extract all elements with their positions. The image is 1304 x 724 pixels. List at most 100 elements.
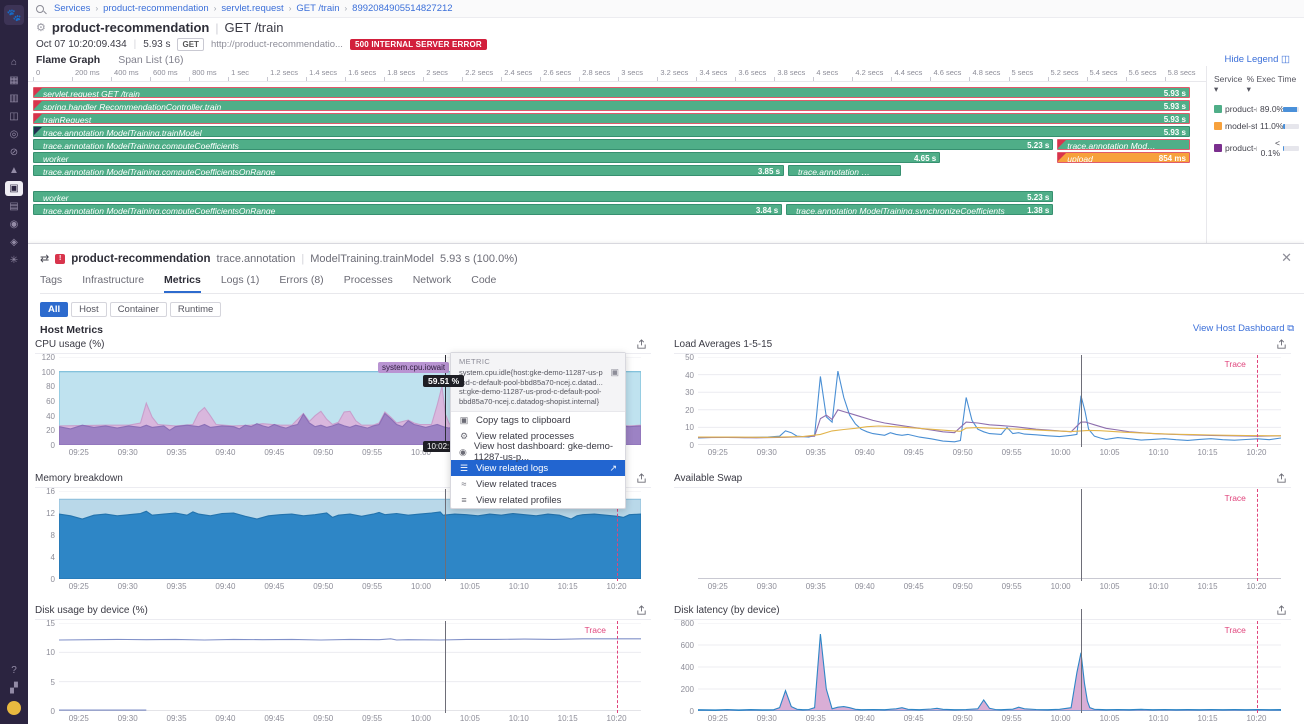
x-axis-tick: 09:45: [264, 714, 285, 723]
series-load15: [698, 425, 1281, 438]
chart-plot[interactable]: [59, 491, 641, 579]
export-icon[interactable]: [1276, 605, 1287, 619]
x-axis-tick: 09:35: [166, 714, 187, 723]
filter-all[interactable]: All: [40, 302, 69, 317]
menu-item-copy-tags[interactable]: ▣ Copy tags to clipboard: [451, 412, 625, 428]
flame-span[interactable]: trace.annotation ModelTraining...: [788, 165, 902, 176]
metric-context-menu: METRIC system.cpu.idle{host:gke-demo-112…: [450, 352, 626, 509]
tab-errors-8-[interactable]: Errors (8): [279, 274, 324, 286]
flame-span[interactable]: trace.annotation ModelTraining.synchroni…: [786, 204, 1054, 215]
flame-span[interactable]: trace.annotation ModelTraining.trainMode…: [33, 126, 1190, 137]
help-icon[interactable]: ?: [11, 665, 17, 676]
org-icon[interactable]: ▞: [10, 683, 18, 694]
datadog-logo-icon[interactable]: 🐾: [4, 5, 24, 25]
status-badge: 500 INTERNAL SERVER ERROR: [349, 39, 487, 50]
x-axis-tick: 10:05: [459, 582, 480, 591]
export-icon[interactable]: [1276, 339, 1287, 353]
legend-service-header[interactable]: Service ▾: [1214, 74, 1243, 94]
legend-exec-header[interactable]: % Exec Time ▾: [1246, 74, 1297, 94]
view-host-dashboard-link[interactable]: View Host Dashboard ⧉: [1192, 323, 1294, 334]
tab-code[interactable]: Code: [471, 274, 497, 286]
y-axis-tick: 100: [41, 367, 55, 377]
menu-item-view-related-processes[interactable]: ⚙ View related processes: [451, 428, 625, 444]
span-duration: 1.38 s: [1027, 205, 1050, 215]
y-axis-tick: 200: [680, 685, 694, 694]
breadcrumb-item[interactable]: Services: [54, 3, 91, 14]
chart-plot[interactable]: [698, 623, 1281, 711]
apm-traces-icon[interactable]: ▣: [5, 181, 23, 196]
tab-metrics[interactable]: Metrics: [164, 274, 201, 293]
chart-plot[interactable]: [59, 623, 641, 711]
menu-item-view-host-dashboard[interactable]: ◉ View host dashboard: gke-demo-11287-us-…: [451, 441, 625, 463]
breadcrumb-item[interactable]: 8992084905514827212: [352, 3, 453, 14]
tab-tags[interactable]: Tags: [40, 274, 63, 286]
span-duration: 5.93 s: [1163, 101, 1186, 111]
security-icon[interactable]: ◎: [9, 129, 19, 140]
legend-row[interactable]: product-recom...< 0.1%: [1214, 138, 1299, 158]
export-icon[interactable]: [636, 339, 647, 353]
legend-row[interactable]: model-storage11.0%: [1214, 121, 1299, 131]
flame-span[interactable]: trace.annotation ModelTraining.computeCo…: [33, 139, 1054, 150]
flame-span[interactable]: spring.handler RecommendationController.…: [33, 100, 1190, 111]
filter-host[interactable]: Host: [71, 302, 107, 317]
flame-span[interactable]: servlet.request GET /train 5.93 s: [33, 87, 1190, 98]
section-title: Host Metrics: [40, 324, 104, 336]
trace-marker-line: [1256, 621, 1258, 713]
chart-plot[interactable]: [698, 357, 1281, 445]
chart-title: Memory breakdown: [35, 473, 651, 488]
legend-row[interactable]: product-recom...89.0%: [1214, 104, 1299, 114]
export-icon[interactable]: [1276, 473, 1287, 487]
copy-icon[interactable]: ▣: [610, 367, 619, 377]
hide-legend-link[interactable]: Hide Legend ◫: [1224, 54, 1290, 65]
profiling-icon[interactable]: ▲: [9, 165, 19, 176]
flame-span[interactable]: trace.annotation ModelTraining.computeCo…: [33, 165, 785, 176]
span-exchange-icon[interactable]: ⇄: [40, 253, 50, 265]
span-duration: 3.85 s: [757, 166, 781, 176]
y-axis-tick: 120: [41, 353, 55, 362]
export-icon[interactable]: [636, 473, 647, 487]
chart-plot[interactable]: [698, 491, 1281, 579]
search-icon[interactable]: [36, 4, 44, 13]
menu-item-view-related-logs[interactable]: ☰ View related logs ↗: [451, 460, 625, 476]
close-icon[interactable]: ✕: [1281, 250, 1292, 265]
flame-span[interactable]: upload 854 ms: [1057, 152, 1190, 163]
tab-network[interactable]: Network: [412, 274, 452, 286]
breadcrumb-item[interactable]: product-recommendation: [103, 3, 209, 14]
view-host-dashboard-icon: ◉: [459, 446, 467, 457]
service-gear-icon: ⚙: [36, 22, 46, 34]
x-axis-tick: 09:25: [68, 714, 89, 723]
database-icon[interactable]: ◉: [9, 219, 19, 230]
monitors-icon[interactable]: ◫: [9, 111, 19, 122]
settings-icon[interactable]: ✳: [9, 255, 19, 266]
menu-item-view-related-traces[interactable]: ≈ View related traces: [451, 476, 625, 492]
network-icon[interactable]: ◈: [10, 237, 18, 248]
flame-span[interactable]: trace.annotation ModelTraining.computeCo…: [33, 204, 783, 215]
export-icon[interactable]: [636, 605, 647, 619]
metrics-icon[interactable]: ▥: [9, 93, 19, 104]
logs-icon[interactable]: ▤: [9, 201, 19, 212]
filter-runtime[interactable]: Runtime: [169, 302, 222, 317]
synthetics-icon[interactable]: ⊘: [9, 147, 19, 158]
tab-span-list-16-[interactable]: Span List (16): [118, 54, 184, 66]
breadcrumb-item[interactable]: GET /train: [296, 3, 340, 14]
tab-processes[interactable]: Processes: [343, 274, 393, 286]
span-label: spring.handler RecommendationController.…: [43, 101, 222, 111]
error-marker-icon: [34, 88, 42, 96]
dashboards-icon[interactable]: ▦: [9, 75, 19, 86]
breadcrumb-item[interactable]: servlet.request: [221, 3, 284, 14]
flame-span[interactable]: worker 5.23 s: [33, 191, 1054, 202]
tab-infrastructure[interactable]: Infrastructure: [82, 274, 145, 286]
user-avatar[interactable]: [7, 701, 21, 715]
y-axis-tick: 4: [50, 553, 55, 562]
menu-item-view-related-profiles[interactable]: ≡ View related profiles: [451, 492, 625, 508]
filter-container[interactable]: Container: [109, 302, 167, 317]
tab-logs-1-[interactable]: Logs (1): [220, 274, 260, 286]
flame-span[interactable]: worker 4.65 s: [33, 152, 941, 163]
x-axis-tick: 10:15: [1197, 448, 1218, 457]
flame-span[interactable]: trace.annotation ModelTraining.persistCo…: [1057, 139, 1190, 150]
flame-span[interactable]: trainRequest 5.93 s: [33, 113, 1190, 124]
breadcrumb-separator: ›: [344, 4, 348, 13]
x-axis-tick: 09:25: [68, 582, 89, 591]
x-axis-tick: 09:45: [903, 448, 924, 457]
watchdog-icon[interactable]: ⌂: [10, 57, 18, 68]
